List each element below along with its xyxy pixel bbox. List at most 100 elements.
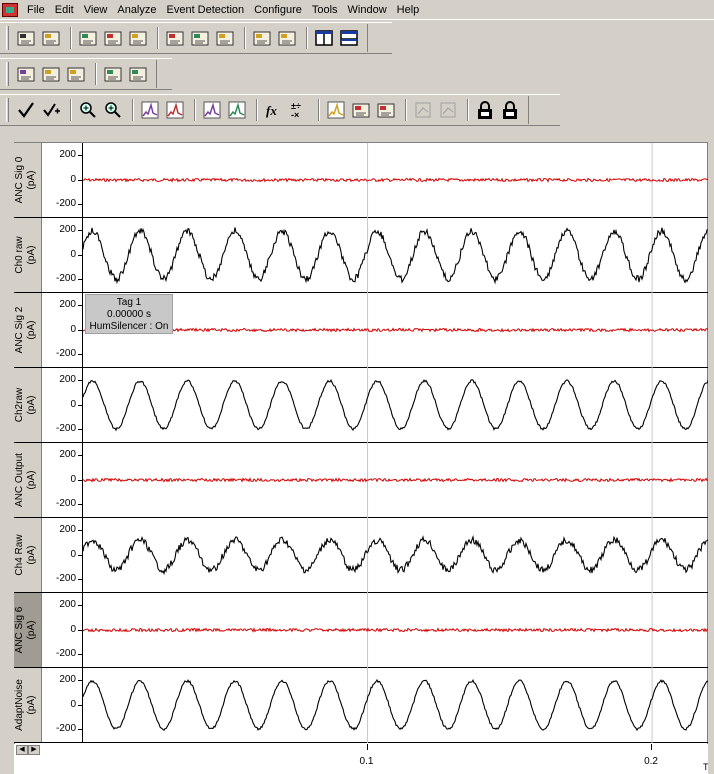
channel-label-panel[interactable]: ANC Sig 0 (pA) (14, 143, 42, 217)
peak-icon[interactable] (325, 99, 347, 121)
y-axis-scale: 200 0 -200 (42, 593, 82, 667)
signal-trace-svg (83, 143, 709, 218)
arithmetic-icon[interactable]: ±÷ -× (288, 99, 310, 121)
y-tick-label: -200 (55, 273, 76, 284)
toolbar-grip[interactable] (6, 26, 9, 50)
y-tick-label: 200 (59, 299, 76, 310)
copy-icon[interactable] (127, 27, 149, 49)
channel-plot[interactable] (82, 443, 709, 518)
menu-window[interactable]: Window (347, 3, 387, 16)
channel-row: Ch0 raw (pA) 200 0 -200 (14, 218, 709, 293)
scroll-left-button[interactable]: ◀ (16, 745, 28, 755)
trace-icon[interactable] (139, 99, 161, 121)
disabled-b-icon[interactable] (437, 99, 459, 121)
layout-horizontal-icon[interactable] (313, 27, 335, 49)
channel-name: Ch2raw (pA) (14, 369, 42, 441)
inactive-icon[interactable] (276, 27, 298, 49)
y-tick-label: 200 (59, 524, 76, 535)
channel-plot[interactable] (82, 518, 709, 593)
save-icon[interactable] (164, 27, 186, 49)
properties-icon[interactable] (251, 27, 273, 49)
channel-label-panel[interactable]: Ch0 raw (pA) (14, 218, 42, 292)
histogram-icon[interactable] (201, 99, 223, 121)
layout-vertical-icon[interactable] (338, 27, 360, 49)
disabled-a-icon[interactable] (412, 99, 434, 121)
y-tick-label: -200 (55, 423, 76, 434)
channel-label-panel[interactable]: ANC Sig 6 (pA) (14, 593, 42, 667)
channel-unit: (pA) (26, 395, 37, 415)
y-axis-scale: 200 0 -200 (42, 293, 82, 367)
channel-plot[interactable] (82, 668, 709, 743)
menu-event-detection[interactable]: Event Detection (166, 3, 245, 16)
y-tick-mark (78, 555, 82, 556)
toolbar-grip[interactable] (6, 98, 9, 122)
channel-down-icon[interactable] (15, 63, 37, 85)
signal-trace (83, 378, 709, 432)
scroll-right-button[interactable]: ▶ (28, 745, 40, 755)
decay-icon[interactable] (226, 99, 248, 121)
menu-analyze[interactable]: Analyze (117, 3, 157, 16)
channel-name-text: ANC Sig 6 (14, 606, 25, 654)
spike-icon[interactable] (164, 99, 186, 121)
menu-edit[interactable]: Edit (54, 3, 74, 16)
check-icon[interactable] (15, 99, 37, 121)
y-axis-scale: 200 0 -200 (42, 518, 82, 592)
channel-unit: (pA) (26, 470, 37, 490)
channel-up-icon[interactable] (40, 63, 62, 85)
y-tick-label: 0 (70, 174, 76, 185)
channel-row: AdaptNoise (pA) 200 0 -200 (14, 668, 709, 743)
menu-tools[interactable]: Tools (311, 3, 338, 16)
channel-plot[interactable] (82, 368, 709, 443)
channel-plot[interactable] (82, 593, 709, 668)
table-icon[interactable] (375, 99, 397, 121)
channel-plot[interactable] (82, 143, 709, 218)
channel-plot[interactable] (82, 293, 709, 368)
channel-row: ANC Output (pA) 200 0 -200 (14, 443, 709, 518)
menu-view[interactable]: View (83, 3, 108, 16)
print-preview-icon[interactable] (214, 27, 236, 49)
toolbar-separator (405, 99, 407, 121)
lock-34-icon[interactable] (499, 99, 521, 121)
app-icon[interactable] (2, 2, 18, 17)
y-tick-label: 200 (59, 374, 76, 385)
toolbar-separator (467, 99, 469, 121)
channel-plot[interactable] (82, 218, 709, 293)
function-icon[interactable]: fx (263, 99, 285, 121)
signal-trace-svg (83, 368, 709, 443)
sum-icon[interactable] (350, 99, 372, 121)
y-axis-scale: 200 0 -200 (42, 368, 82, 442)
svg-text:-×: -× (291, 110, 299, 120)
signal-trace-svg (83, 443, 709, 518)
toolbar-grip[interactable] (6, 62, 9, 86)
channel-label-panel[interactable]: ANC Output (pA) (14, 443, 42, 517)
zoom-fit-icon[interactable] (102, 99, 124, 121)
signal-trace-svg (83, 668, 709, 743)
toolbar-analysis: fx ±÷ -× (0, 94, 560, 126)
open-data-icon[interactable] (40, 27, 62, 49)
menu-file[interactable]: File (27, 3, 45, 16)
channel-list-icon[interactable] (65, 63, 87, 85)
y-tick-label: -200 (55, 648, 76, 659)
tag-time: 0.00000 s (107, 309, 151, 320)
import-icon[interactable] (77, 27, 99, 49)
channel-label-panel[interactable]: Ch2raw (pA) (14, 368, 42, 442)
lock-12-icon[interactable] (474, 99, 496, 121)
channel-name-text: Ch2raw (14, 387, 25, 423)
export-icon[interactable] (102, 27, 124, 49)
toolbar-separator (194, 99, 196, 121)
check-plus-icon[interactable] (40, 99, 62, 121)
channel-label-panel[interactable]: AdaptNoise (pA) (14, 668, 42, 742)
y-tick-mark (78, 455, 82, 456)
channel-label-panel[interactable]: ANC Sig 2 (pA) (14, 293, 42, 367)
menu-configure[interactable]: Configure (254, 3, 302, 16)
menu-help[interactable]: Help (396, 3, 420, 16)
zoom-in-icon[interactable] (77, 99, 99, 121)
y-tick-label: 0 (70, 324, 76, 335)
open-icon[interactable] (15, 27, 37, 49)
y-tick-mark (78, 705, 82, 706)
edit-marker-icon[interactable] (127, 63, 149, 85)
tag-annotation[interactable]: Tag 1 0.00000 s HumSilencer : On (85, 294, 173, 334)
marker-icon[interactable] (102, 63, 124, 85)
channel-label-panel[interactable]: Ch4 Raw (pA) (14, 518, 42, 592)
print-icon[interactable] (189, 27, 211, 49)
